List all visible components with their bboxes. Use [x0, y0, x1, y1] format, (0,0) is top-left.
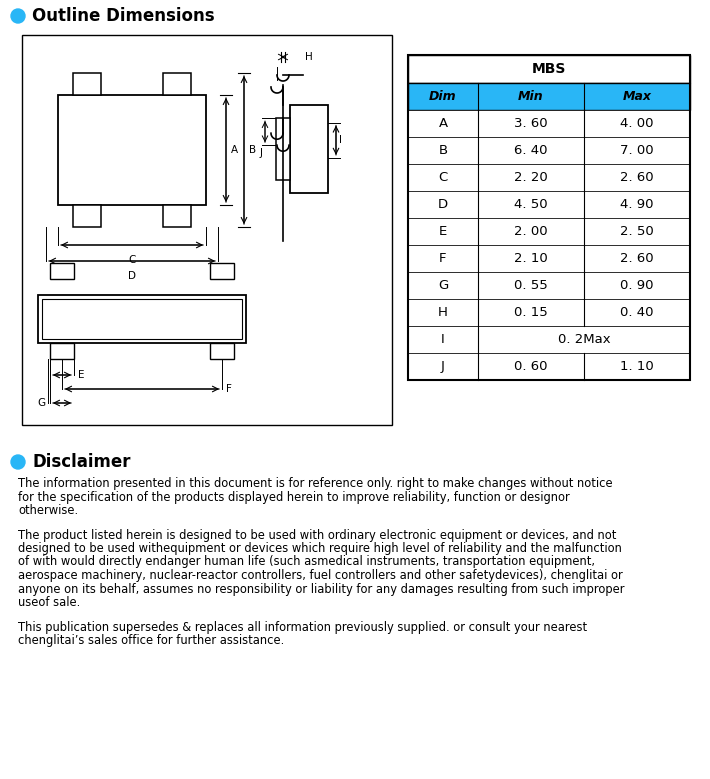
Text: MBS: MBS — [532, 62, 566, 76]
Text: D: D — [438, 198, 448, 211]
Text: I: I — [441, 333, 445, 346]
Bar — [408, 272, 690, 299]
Text: H: H — [438, 306, 448, 319]
Bar — [408, 218, 690, 245]
Text: A: A — [439, 117, 447, 130]
Bar — [73, 73, 101, 95]
Bar — [163, 73, 191, 95]
Bar — [58, 95, 206, 205]
Text: F: F — [439, 252, 447, 265]
Text: 2. 20: 2. 20 — [514, 171, 548, 184]
Text: H: H — [305, 52, 312, 62]
Text: designed to be used withequipment or devices which require high level of reliabi: designed to be used withequipment or dev… — [18, 542, 622, 555]
Bar — [42, 299, 242, 339]
Text: C: C — [129, 255, 136, 265]
Text: aerospace machinery, nuclear-reactor controllers, fuel controllers and other saf: aerospace machinery, nuclear-reactor con… — [18, 569, 623, 582]
Text: F: F — [226, 384, 232, 394]
Bar — [408, 164, 690, 191]
Text: of with would directly endanger human life (such asmedical instruments, transpor: of with would directly endanger human li… — [18, 555, 595, 569]
Text: 0. 60: 0. 60 — [514, 360, 547, 373]
Bar — [408, 137, 690, 164]
Text: anyone on its behalf, assumes no responsibility or liability for any damages res: anyone on its behalf, assumes no respons… — [18, 583, 625, 595]
Text: 0. 15: 0. 15 — [514, 306, 548, 319]
Text: 4. 00: 4. 00 — [621, 117, 654, 130]
Bar — [38, 295, 246, 343]
Bar — [408, 326, 690, 353]
Text: 7. 00: 7. 00 — [621, 144, 654, 157]
Bar — [50, 343, 74, 359]
Text: 3. 60: 3. 60 — [514, 117, 548, 130]
Text: 4. 90: 4. 90 — [621, 198, 654, 211]
Text: otherwise.: otherwise. — [18, 504, 78, 517]
Text: E: E — [439, 225, 447, 238]
Circle shape — [11, 9, 25, 23]
Text: I: I — [339, 136, 342, 145]
Text: 0. 90: 0. 90 — [621, 279, 654, 292]
Text: Min: Min — [518, 90, 544, 103]
Text: D: D — [128, 271, 136, 281]
Bar — [50, 263, 74, 279]
Circle shape — [11, 455, 25, 469]
Text: 2. 10: 2. 10 — [514, 252, 548, 265]
Bar — [276, 118, 290, 180]
Text: Dim: Dim — [429, 90, 457, 103]
Bar — [290, 105, 328, 193]
Text: G: G — [38, 398, 46, 408]
Text: for the specification of the products displayed herein to improve reliability, f: for the specification of the products di… — [18, 491, 569, 503]
Bar — [408, 299, 690, 326]
Text: The product listed herein is designed to be used with ordinary electronic equipm: The product listed herein is designed to… — [18, 528, 616, 541]
Text: 4. 50: 4. 50 — [514, 198, 548, 211]
Text: J: J — [260, 148, 263, 158]
Bar — [210, 343, 234, 359]
Bar — [408, 83, 690, 110]
Bar — [408, 353, 690, 380]
Text: E: E — [78, 370, 84, 380]
Text: 0. 2Max: 0. 2Max — [557, 333, 611, 346]
Bar — [22, 35, 392, 425]
Bar — [408, 110, 690, 137]
Bar — [163, 205, 191, 227]
Text: B: B — [249, 145, 256, 155]
Text: chenglitai’s sales office for further assistance.: chenglitai’s sales office for further as… — [18, 634, 284, 647]
Text: 2. 60: 2. 60 — [621, 252, 654, 265]
Text: useof sale.: useof sale. — [18, 596, 80, 609]
Bar — [408, 191, 690, 218]
Text: 1. 10: 1. 10 — [620, 360, 654, 373]
Text: 2. 60: 2. 60 — [621, 171, 654, 184]
Text: B: B — [439, 144, 447, 157]
Text: This publication supersedes & replaces all information previously supplied. or c: This publication supersedes & replaces a… — [18, 621, 587, 633]
Bar — [210, 263, 234, 279]
Text: The information presented in this document is for reference only. right to make : The information presented in this docume… — [18, 477, 613, 490]
Text: 6. 40: 6. 40 — [514, 144, 547, 157]
Text: G: G — [438, 279, 448, 292]
Bar — [408, 245, 690, 272]
Text: Outline Dimensions: Outline Dimensions — [32, 7, 214, 25]
Bar — [408, 55, 690, 380]
Text: 0. 40: 0. 40 — [621, 306, 654, 319]
Bar — [408, 55, 690, 83]
Text: 2. 00: 2. 00 — [514, 225, 548, 238]
Text: Disclaimer: Disclaimer — [32, 453, 131, 471]
Text: C: C — [438, 171, 447, 184]
Text: 0. 55: 0. 55 — [514, 279, 548, 292]
Text: Max: Max — [623, 90, 652, 103]
Text: 2. 50: 2. 50 — [620, 225, 654, 238]
Bar — [73, 205, 101, 227]
Text: J: J — [441, 360, 445, 373]
Text: A: A — [231, 145, 238, 155]
